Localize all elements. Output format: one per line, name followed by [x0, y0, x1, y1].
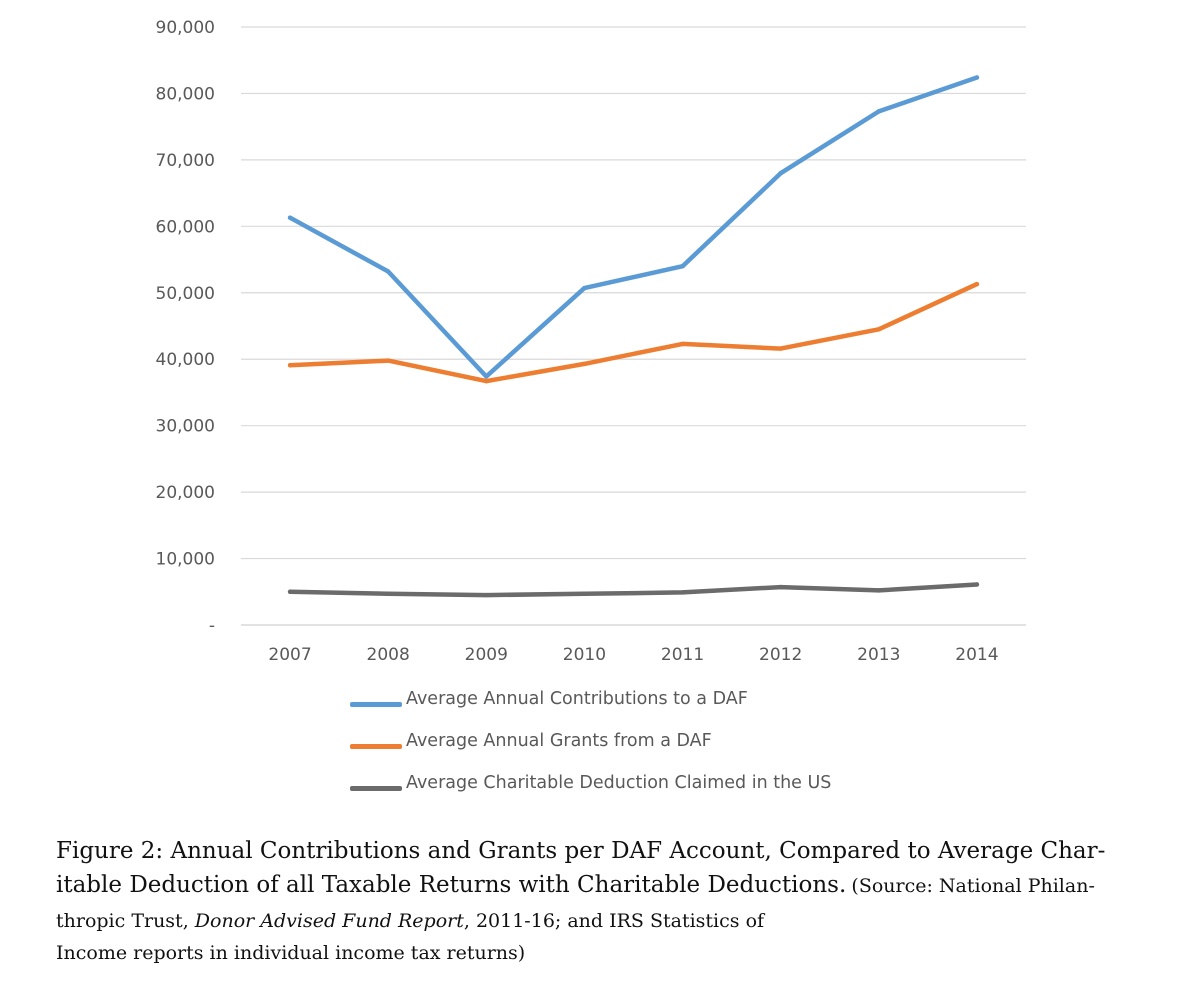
legend-swatch-deduction [350, 786, 402, 791]
x-tick-label: 2013 [857, 645, 900, 665]
x-tick-label: 2011 [661, 645, 704, 665]
data-point [287, 363, 293, 368]
x-tick-label: 2010 [563, 645, 606, 665]
caption-line-2-main: itable Deduction of all Taxable Returns … [56, 872, 847, 898]
data-point [778, 584, 783, 590]
y-axis-ticks: - 10,000 20,000 30,000 40,000 50,000 60,000 70,… [156, 18, 215, 636]
y-tick-label: 20,000 [156, 483, 215, 503]
y-tick-label: 80,000 [156, 84, 215, 104]
data-point [680, 264, 685, 269]
legend-swatch-grants [350, 744, 402, 749]
x-tick-label: 2012 [759, 645, 802, 665]
data-point [484, 592, 489, 598]
legend-swatch-contributions [350, 702, 402, 707]
legend-label-deduction: Average Charitable Deduction Claimed in … [406, 773, 832, 793]
data-point [876, 109, 882, 114]
data-point [385, 358, 391, 363]
data-point [974, 75, 980, 80]
data-point [582, 361, 587, 367]
x-axis-ticks: 2007 2008 2009 2010 2011 2012 2013 2014 [268, 645, 998, 665]
gridlines [241, 26, 1026, 626]
data-point [680, 341, 685, 347]
y-tick-label: - [209, 616, 215, 636]
y-tick-label: 60,000 [156, 217, 215, 237]
y-tick-label: 10,000 [156, 550, 215, 570]
caption-line-2-source: (Source: National Philan- [851, 875, 1095, 897]
legend-label-contributions: Average Annual Contributions to a DAF [406, 689, 748, 709]
data-point [778, 346, 783, 351]
data-point [974, 281, 980, 287]
series-lines [287, 75, 980, 598]
caption-line-3-pre: thropic Trust, [56, 910, 189, 932]
caption-line-4: Income reports in individual income tax … [56, 942, 526, 964]
data-point [287, 589, 293, 594]
caption-line-2: itable Deduction of all Taxable Returns … [56, 872, 1095, 898]
x-tick-label: 2014 [955, 645, 998, 665]
x-tick-label: 2007 [268, 645, 311, 665]
caption-line-3-post: , 2011-16; and IRS Statistics of [463, 910, 765, 932]
series-line-3 [287, 582, 980, 598]
data-point [974, 582, 980, 587]
data-point [385, 591, 391, 596]
series-line-1 [287, 75, 980, 379]
data-point [484, 378, 489, 384]
y-tick-label: 90,000 [156, 18, 215, 38]
data-point [484, 374, 489, 379]
line-chart: - 10,000 20,000 30,000 40,000 50,000 60,000 70,… [156, 18, 1026, 665]
data-point [582, 591, 587, 596]
legend-label-grants: Average Annual Grants from a DAF [406, 731, 712, 751]
data-point [876, 327, 882, 332]
y-tick-label: 30,000 [156, 417, 215, 437]
data-point [778, 170, 783, 176]
x-tick-label: 2008 [367, 645, 410, 665]
y-tick-label: 40,000 [156, 350, 215, 370]
caption-line-3: thropic Trust, Donor Advised Fund Report… [56, 910, 764, 932]
y-tick-label: 70,000 [156, 151, 215, 171]
data-point [876, 588, 882, 593]
data-point [287, 215, 293, 220]
data-point [385, 269, 391, 274]
series-line-2 [287, 281, 980, 384]
data-point [582, 285, 587, 291]
x-tick-label: 2009 [465, 645, 508, 665]
data-point [680, 590, 685, 595]
y-tick-label: 50,000 [156, 284, 215, 304]
caption-line-1: Figure 2: Annual Contributions and Grant… [56, 838, 1106, 864]
caption-report-title: Donor Advised Fund Report [194, 910, 464, 932]
